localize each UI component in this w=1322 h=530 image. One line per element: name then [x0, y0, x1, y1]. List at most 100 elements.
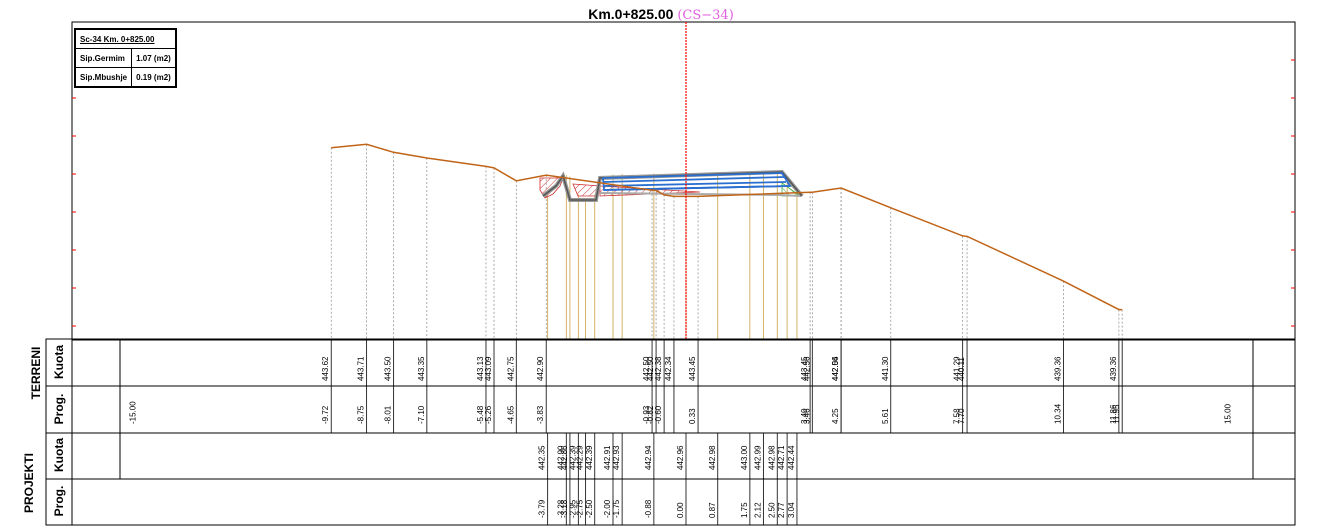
terrain-prog-label: -0.60 — [654, 405, 663, 424]
data-band-table — [45, 338, 1296, 526]
terrain-prog-label: -8.75 — [357, 405, 366, 424]
project-prog-label: -2.75 — [576, 499, 585, 518]
terrain-kuota-label: 442.04 — [831, 356, 840, 381]
band-ticks — [330, 339, 1123, 525]
left-ticks — [72, 97, 76, 327]
terrain-prog-label: 7.58 — [953, 408, 962, 424]
terrain-prog-label: -4.65 — [506, 405, 515, 424]
terrain-kuota-label: 443.50 — [384, 356, 393, 381]
terrain-kuota-label: 442.56 — [802, 356, 811, 381]
terrain-kuota-label: 441.30 — [881, 356, 890, 381]
project-kuota-label: 442.94 — [644, 445, 653, 470]
terrain-kuota-label: 443.09 — [484, 356, 493, 381]
fill-area-value: 0.19 (m2) — [131, 67, 176, 87]
project-kuota-label: 442.96 — [676, 445, 685, 470]
project-kuota-label: 442.98 — [767, 445, 776, 470]
project-prog-label: -3.28 — [556, 499, 565, 518]
terrain-kuota-label: 442.50 — [646, 356, 655, 381]
project-kuota-label: 442.98 — [708, 445, 717, 470]
terrain-line — [331, 143, 1123, 311]
terrain-kuota-label: 442.34 — [664, 356, 673, 381]
terrain-prog-label: 0.33 — [688, 408, 697, 424]
terrain-prog-label: 3.46 — [802, 408, 811, 424]
project-prog-label: 2.12 — [753, 502, 762, 518]
info-box: Sc-34 Km. 0+825.00 Sip.Germim 1.07 (m2) … — [74, 28, 177, 88]
terrain-prog-label: 7.70 — [957, 408, 966, 424]
project-kuota-label: 442.29 — [576, 445, 585, 470]
project-prog-label: 2.77 — [777, 502, 786, 518]
terrain-prog-label: -7.10 — [417, 405, 426, 424]
terrain-kuota-label: 441.29 — [953, 356, 962, 381]
terrain-prog-label: -8.01 — [384, 405, 393, 424]
band-label-terreni-prog: Prog. — [52, 393, 66, 425]
terrain-prog-label: -3.83 — [536, 405, 545, 424]
terrain-kuota-label: 443.71 — [357, 356, 366, 381]
project-prog-label: 2.50 — [767, 502, 776, 518]
section-title: Km.0+825.00 (CS−34) — [0, 6, 1322, 23]
guide-lines — [330, 144, 1123, 339]
project-kuota-label: 442.90 — [556, 445, 565, 470]
project-kuota-label: 442.93 — [612, 445, 621, 470]
terrain-prog-label: -0.93 — [642, 405, 651, 424]
terrain-prog-label: 11.95 — [1112, 404, 1121, 424]
terrain-prog-label: -5.26 — [484, 405, 493, 424]
project-kuota-label: 442.44 — [787, 445, 796, 470]
project-kuota-label: 442.91 — [603, 445, 612, 470]
project-prog-label: -1.75 — [612, 499, 621, 518]
excavation-area-label: Sip.Germim — [74, 48, 133, 68]
road-structure — [541, 169, 804, 202]
project-kuota-label: 442.99 — [753, 445, 762, 470]
terrain-kuota-label: 443.45 — [800, 356, 809, 381]
project-prog-label: -3.79 — [538, 499, 547, 518]
terrain-kuota-label: 442.56 — [831, 356, 840, 381]
excavation-area-value: 1.07 (m2) — [131, 48, 176, 68]
terrain-kuota-label: 439.36 — [1053, 356, 1062, 381]
drawing-frame — [71, 21, 1296, 341]
terrain-prog-label: -0.82 — [646, 405, 655, 424]
project-prog-label: 1.75 — [740, 502, 749, 518]
terrain-kuota-label: 443.13 — [476, 356, 485, 381]
terrain-prog-label: 3.40 — [800, 408, 809, 424]
terrain-prog-label: -5.48 — [476, 405, 485, 424]
terrain-kuota-label: 440.11 — [957, 357, 966, 381]
terrain-kuota-label: 443.35 — [417, 356, 426, 381]
project-prog-label: -2.50 — [585, 499, 594, 518]
fill-area-label: Sip.Mbushje — [74, 67, 133, 87]
terrain-prog-label: 10.34 — [1053, 403, 1062, 424]
terrain-prog-label: 15.00 — [1224, 403, 1233, 424]
project-kuota-label: 442.86 — [560, 445, 569, 470]
project-kuota-label: 442.71 — [777, 445, 786, 470]
terrain-prog-label: -15.00 — [129, 401, 138, 424]
project-prog-label: -3.18 — [560, 499, 569, 518]
band-label-terreni-kuota: Kuota — [52, 345, 66, 379]
right-ticks — [1291, 59, 1295, 327]
section-code: (CS−34) — [677, 8, 734, 23]
band-label-terreni: TERRENI — [29, 346, 43, 400]
terrain-kuota-label: 439.36 — [1109, 356, 1118, 381]
terrain-prog-label: 11.86 — [1109, 404, 1118, 424]
terrain-kuota-label: 443.62 — [321, 356, 330, 381]
terrain-kuota-label: 442.90 — [536, 356, 545, 381]
terrain-prog-label: -9.72 — [321, 405, 330, 424]
project-kuota-label: 443.00 — [740, 445, 749, 470]
band-label-projekti-prog: Prog. — [52, 485, 66, 517]
project-kuota-label: 442.39 — [568, 445, 577, 470]
band-label-projekti-kuota: Kuota — [52, 438, 66, 472]
project-prog-label: 3.04 — [787, 502, 796, 518]
terrain-kuota-label: 442.75 — [506, 356, 515, 381]
band-value-labels: 443.62 443.71 443.50 443.35 443.13 443.09 442.… — [129, 356, 1233, 518]
project-prog-label: -2.95 — [568, 499, 577, 518]
project-prog-label: -0.88 — [644, 499, 653, 518]
terrain-prog-label: 4.25 — [831, 408, 840, 424]
info-box-header: Sc-34 Km. 0+825.00 — [75, 29, 176, 49]
station-label: Km.0+825.00 — [588, 6, 674, 22]
project-prog-label: 0.87 — [708, 502, 717, 518]
project-kuota-label: 442.35 — [538, 445, 547, 470]
band-label-projekti: PROJEKTI — [22, 453, 36, 514]
project-prog-label: 0.00 — [676, 502, 685, 518]
terrain-kuota-label: 442.38 — [654, 356, 663, 381]
terrain-kuota-label: 442.50 — [642, 356, 651, 381]
project-kuota-label: 442.39 — [585, 445, 594, 470]
terrain-prog-label: 5.61 — [881, 408, 890, 424]
